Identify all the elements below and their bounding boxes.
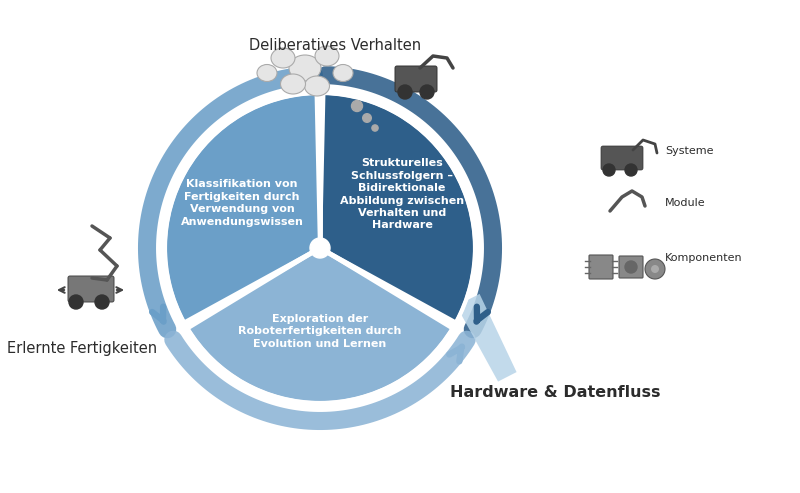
Text: Hardware & Datenfluss: Hardware & Datenfluss xyxy=(450,385,660,400)
Circle shape xyxy=(351,101,362,111)
Circle shape xyxy=(362,114,371,122)
Wedge shape xyxy=(320,93,475,322)
Text: Klassifikation von
Fertigkeiten durch
Verwendung von
Anwendungswissen: Klassifikation von Fertigkeiten durch Ve… xyxy=(181,179,303,227)
FancyBboxPatch shape xyxy=(395,66,437,92)
Wedge shape xyxy=(187,248,453,403)
Polygon shape xyxy=(456,294,517,382)
Circle shape xyxy=(69,295,83,309)
Circle shape xyxy=(603,164,615,176)
FancyBboxPatch shape xyxy=(589,255,613,279)
Ellipse shape xyxy=(315,46,339,66)
Ellipse shape xyxy=(333,65,353,81)
Circle shape xyxy=(398,85,412,99)
FancyBboxPatch shape xyxy=(619,256,643,278)
Text: Deliberatives Verhalten: Deliberatives Verhalten xyxy=(249,38,421,53)
Text: Strukturelles
Schlussfolgern –
Bidirektionale
Abbildung zwischen
Verhalten und
H: Strukturelles Schlussfolgern – Bidirekti… xyxy=(340,158,464,230)
Ellipse shape xyxy=(257,65,277,81)
Circle shape xyxy=(645,259,665,279)
Ellipse shape xyxy=(281,74,306,94)
FancyBboxPatch shape xyxy=(68,276,114,302)
Circle shape xyxy=(651,265,659,273)
Wedge shape xyxy=(165,93,320,322)
Ellipse shape xyxy=(305,76,330,96)
Circle shape xyxy=(420,85,434,99)
Text: Komponenten: Komponenten xyxy=(665,253,742,263)
Circle shape xyxy=(372,125,378,131)
Text: Erlernte Fertigkeiten: Erlernte Fertigkeiten xyxy=(7,341,157,356)
Circle shape xyxy=(310,238,330,258)
Ellipse shape xyxy=(271,48,295,68)
Circle shape xyxy=(625,164,637,176)
Text: Module: Module xyxy=(665,198,706,208)
Ellipse shape xyxy=(289,55,321,81)
Text: Exploration der
Roboterfertigkeiten durch
Evolution und Lernen: Exploration der Roboterfertigkeiten durc… xyxy=(238,314,402,349)
Circle shape xyxy=(95,295,109,309)
Circle shape xyxy=(625,261,637,273)
FancyBboxPatch shape xyxy=(601,146,643,170)
Text: Systeme: Systeme xyxy=(665,146,714,156)
